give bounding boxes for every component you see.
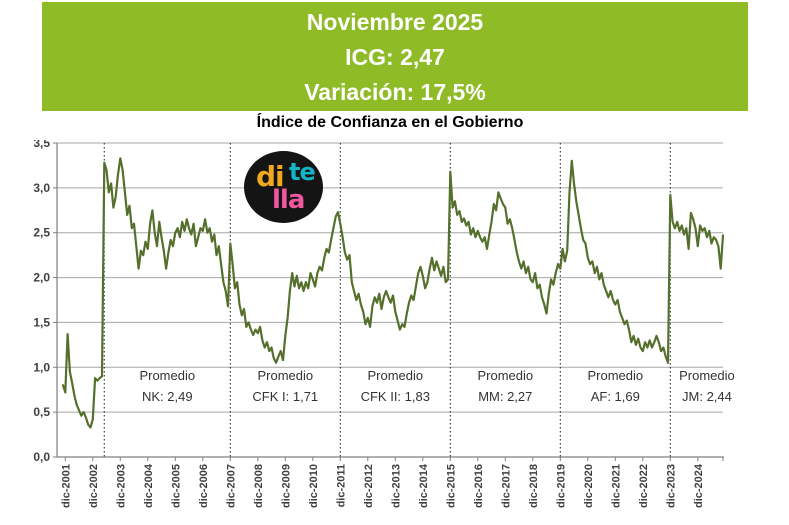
y-tick-label: 1,0 <box>33 360 50 374</box>
x-tick-label: dic-2022 <box>638 464 650 508</box>
x-tick-label: dic-2012 <box>363 464 375 508</box>
x-tick-label: dic-2006 <box>198 464 210 508</box>
period-average-label: JM: 2,44 <box>682 389 732 404</box>
period-average-label: CFK II: 1,83 <box>361 389 430 404</box>
x-tick-label: dic-2013 <box>390 464 402 508</box>
x-tick-label: dic-2018 <box>528 464 540 508</box>
period-average-label: AF: 1,69 <box>591 389 640 404</box>
x-tick-label: dic-2011 <box>335 464 347 507</box>
icg-line-chart: 0,0 0,5 1,0 1,5 2,0 2,5 3,0 3,5 Promedio NK: 2,49… <box>33 140 735 508</box>
x-tick-label: dic-2021 <box>610 464 622 508</box>
chart-title: Índice de Confianza en el Gobierno <box>256 114 524 131</box>
y-tick-label: 0,0 <box>33 450 50 464</box>
x-tick-label: dic-2004 <box>143 463 155 508</box>
period-average-label: MM: 2,27 <box>478 389 532 404</box>
x-tick-label: dic-2007 <box>225 464 237 508</box>
period-average-label: Promedio <box>587 368 643 383</box>
x-tick-label: dic-2001 <box>60 464 72 508</box>
x-tick-label: dic-2014 <box>418 463 430 508</box>
period-average-label: CFK I: 1,71 <box>252 389 318 404</box>
period-average-label: Promedio <box>477 368 533 383</box>
ditella-logo-text: lla <box>272 185 305 215</box>
period-average-label: Promedio <box>367 368 423 383</box>
x-tick-label: dic-2010 <box>308 464 320 508</box>
x-tick-label: dic-2024 <box>693 463 705 508</box>
icg-series-line <box>61 157 725 429</box>
period-average-label: Promedio <box>139 368 195 383</box>
ditella-logo-text: te <box>289 158 316 186</box>
ditella-logo-text: di <box>256 160 285 193</box>
y-tick-label: 0,5 <box>33 405 50 419</box>
y-tick-label: 3,5 <box>33 140 50 150</box>
banner-variation: Variación: 17,5% <box>304 79 486 105</box>
summary-banner: Noviembre 2025 ICG: 2,47 Variación: 17,5… <box>42 2 748 111</box>
x-tick-label: dic-2015 <box>445 464 457 508</box>
banner-month: Noviembre 2025 <box>306 9 484 35</box>
y-tick-label: 2,0 <box>33 271 50 285</box>
y-tick-label: 3,0 <box>33 181 50 195</box>
x-tick-label: dic-2017 <box>500 464 512 508</box>
x-tick-label: dic-2009 <box>280 464 292 508</box>
x-tick-label: dic-2008 <box>253 464 265 508</box>
x-tick-label: dic-2020 <box>583 464 595 508</box>
x-tick-label: dic-2005 <box>170 464 182 508</box>
x-tick-label: dic-2003 <box>115 464 127 508</box>
x-tick-label: dic-2002 <box>88 464 100 508</box>
x-tick-label: dic-2023 <box>665 464 677 508</box>
period-average-label: NK: 2,49 <box>142 389 193 404</box>
x-tick-label: dic-2019 <box>555 464 567 508</box>
y-tick-label: 1,5 <box>33 315 50 329</box>
period-average-label: Promedio <box>257 368 313 383</box>
period-average-label: Promedio <box>679 368 735 383</box>
banner-icg-value: ICG: 2,47 <box>345 44 445 70</box>
x-tick-label: dic-2016 <box>473 464 485 508</box>
ditella-logo: di te lla <box>244 151 323 223</box>
y-tick-label: 2,5 <box>33 226 50 240</box>
